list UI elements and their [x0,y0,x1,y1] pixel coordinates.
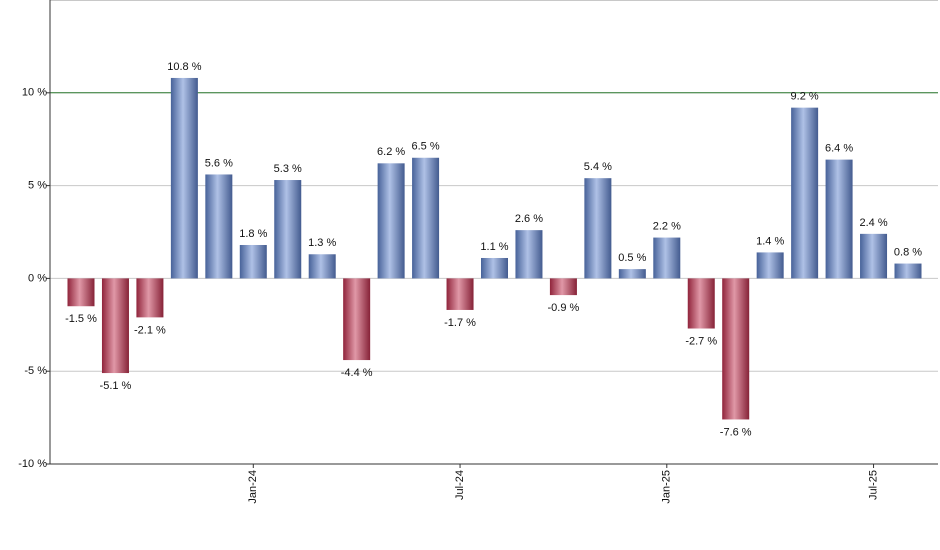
value-label: 1.8 % [239,228,267,240]
bar [687,278,715,329]
x-tick-label: Jan-25 [661,470,673,504]
bar [653,237,681,279]
value-label: 6.4 % [825,143,853,155]
value-label: -2.7 % [685,335,717,347]
value-label: -0.9 % [548,302,580,314]
y-tick-label: 0 % [28,272,47,284]
value-label: -7.6 % [720,426,752,438]
x-tick-label: Jul-24 [454,470,466,500]
bar [722,278,750,420]
value-label: 0.5 % [618,252,646,264]
value-label: 1.1 % [480,241,508,253]
bar [549,278,577,296]
value-label: 5.4 % [584,161,612,173]
y-tick-label: -10 % [18,458,47,470]
value-label: -2.1 % [134,324,166,336]
bar [67,278,95,307]
value-label: 1.4 % [756,235,784,247]
value-label: 6.2 % [377,146,405,158]
value-label: 6.5 % [412,141,440,153]
bar [791,107,819,279]
bar [860,233,888,279]
value-label: 5.3 % [274,163,302,175]
y-tick-label: -5 % [24,365,47,377]
value-label: 2.2 % [653,220,681,232]
y-tick-label: 10 % [22,87,47,99]
value-label: -4.4 % [341,367,373,379]
bar [756,252,784,279]
bar [412,157,440,279]
value-label: 2.6 % [515,213,543,225]
value-label: -1.5 % [65,313,97,325]
bar [825,159,853,279]
bar [101,278,129,374]
value-label: 10.8 % [167,61,201,73]
value-label: -5.1 % [100,380,132,392]
bar [308,254,336,279]
bar [274,180,302,279]
value-label: 1.3 % [308,237,336,249]
bar [205,174,233,279]
value-label: 5.6 % [205,157,233,169]
bar [239,244,267,279]
bar [170,77,198,279]
value-label: 9.2 % [791,91,819,103]
y-tick-label: 5 % [28,180,47,192]
value-label: -1.7 % [444,317,476,329]
bar [377,163,405,279]
bar [894,263,922,279]
bar [584,178,612,279]
bar [515,230,543,279]
bar [343,278,371,361]
bar [481,257,508,279]
x-tick-label: Jul-25 [867,470,879,500]
bar [446,278,474,310]
value-label: 2.4 % [859,217,887,229]
value-label: 0.8 % [894,246,922,258]
bar [618,269,646,279]
bar [136,278,164,318]
x-tick-label: Jan-24 [247,470,259,504]
